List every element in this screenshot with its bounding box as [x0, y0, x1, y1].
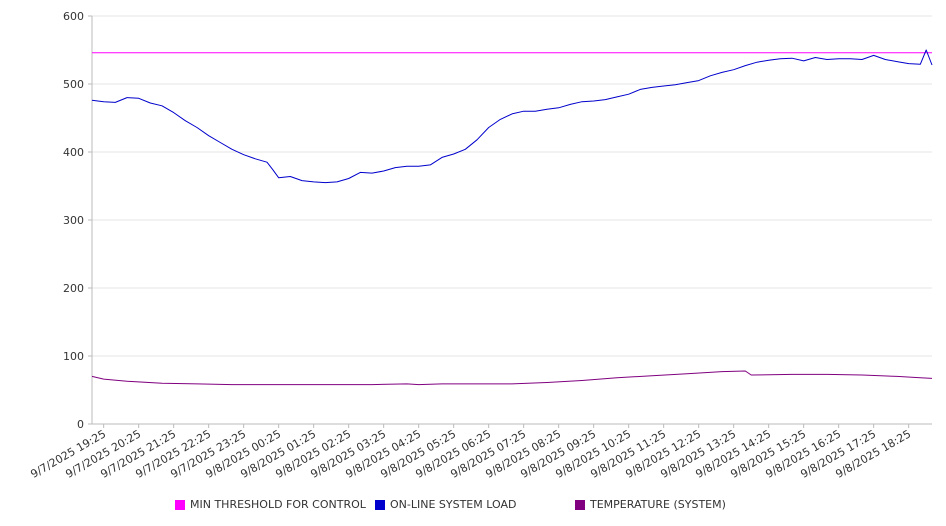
y-tick-label: 600 — [63, 10, 84, 23]
x-tick-labels: 9/7/2025 19:259/7/2025 20:259/7/2025 21:… — [28, 424, 913, 481]
legend-item: TEMPERATURE (SYSTEM) — [575, 498, 726, 511]
legend-swatch — [375, 499, 385, 510]
legend-item: ON-LINE SYSTEM LOAD — [375, 498, 516, 511]
y-tick-label: 500 — [63, 78, 84, 91]
y-tick-label: 100 — [63, 350, 84, 363]
series-line — [91, 49, 933, 184]
y-tick-label: 300 — [63, 214, 84, 227]
grid-lines — [92, 15, 932, 357]
legend-item: MIN THRESHOLD FOR CONTROL — [175, 498, 366, 511]
legend-swatch — [175, 499, 185, 510]
legend-label: TEMPERATURE (SYSTEM) — [590, 498, 726, 511]
series-line — [91, 370, 933, 386]
y-tick-labels: 0 100 200 300 400 500 600 — [63, 10, 92, 431]
legend-label: ON-LINE SYSTEM LOAD — [390, 498, 517, 511]
legend-label: MIN THRESHOLD FOR CONTROL — [190, 498, 366, 511]
y-tick-label: 200 — [63, 282, 84, 295]
y-tick-label: 400 — [63, 146, 84, 159]
legend: MIN THRESHOLD FOR CONTROL ON-LINE SYSTEM … — [0, 498, 946, 514]
series-lines — [91, 49, 933, 386]
legend-swatch — [575, 499, 585, 510]
y-tick-label: 0 — [77, 418, 84, 431]
